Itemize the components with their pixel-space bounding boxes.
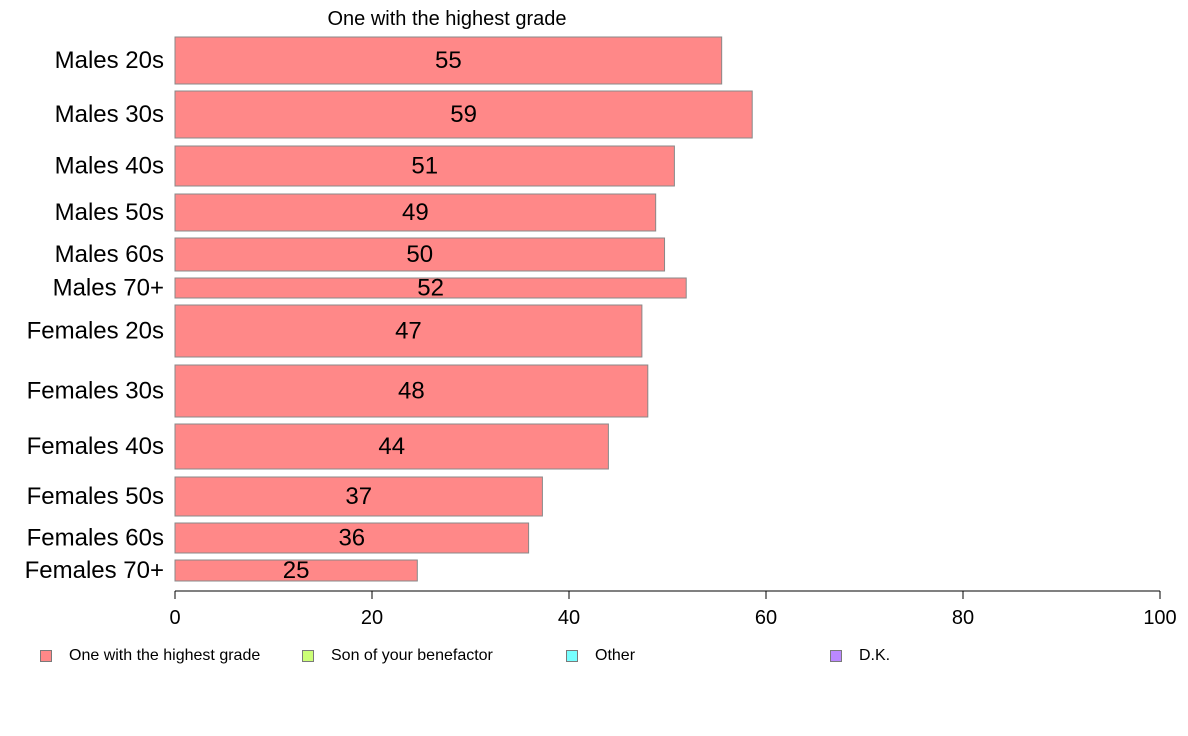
x-tick-label: 100 [1143,607,1176,629]
bar [174,90,753,139]
legend-label: D.K. [859,647,891,664]
data-label: 48 [398,378,425,405]
chart-title: One with the highest grade [327,8,566,30]
legend-swatch [40,650,52,662]
category-label: Females 60s [27,525,164,552]
x-tick-label: 60 [755,607,777,629]
legend-label: Son of your benefactor [331,647,493,664]
category-label: Males 50s [55,199,164,226]
bar [174,476,543,517]
category-label: Males 70+ [53,275,164,302]
x-tick-label: 40 [558,607,580,629]
legend-swatch [830,650,842,662]
bar [174,522,530,554]
category-label: Males 20s [55,47,164,74]
data-label: 49 [402,199,429,226]
legend-item-other: Other [566,645,635,667]
bar [174,423,609,470]
data-label: 25 [283,557,310,584]
data-label: 47 [395,318,422,345]
bar [174,193,657,232]
data-label: 36 [338,525,365,552]
category-label: Females 20s [27,318,164,345]
category-label: Males 40s [55,153,164,180]
category-label: Females 70+ [25,557,164,584]
category-label: Males 60s [55,241,164,268]
legend-item-highest-grade: One with the highest grade [40,645,260,667]
data-label: 37 [345,483,372,510]
category-label: Females 30s [27,378,164,405]
bar [174,145,675,187]
x-tick-label: 80 [952,607,974,629]
category-label: Females 50s [27,483,164,510]
legend-swatch [302,650,314,662]
data-label: 44 [378,433,405,460]
data-label: 50 [406,241,433,268]
category-label: Females 40s [27,433,164,460]
data-label: 51 [411,153,438,180]
legend-swatch [566,650,578,662]
x-tick-label: 0 [169,607,180,629]
data-label: 59 [450,101,477,128]
bar [174,364,649,418]
category-label: Males 30s [55,101,164,128]
bar [174,277,687,299]
data-label: 55 [435,47,462,74]
bar [174,304,643,358]
legend-label: Other [595,647,636,664]
legend-label: One with the highest grade [69,647,261,664]
legend-item-dk: D.K. [830,645,890,667]
bar [174,237,666,272]
legend-item-son-of-benefactor: Son of your benefactor [302,645,493,667]
data-label: 52 [417,275,444,302]
bar [174,36,723,85]
bar [174,559,418,582]
chart-legend: One with the highest grade Son of your b… [0,645,1188,667]
x-tick-label: 20 [361,607,383,629]
